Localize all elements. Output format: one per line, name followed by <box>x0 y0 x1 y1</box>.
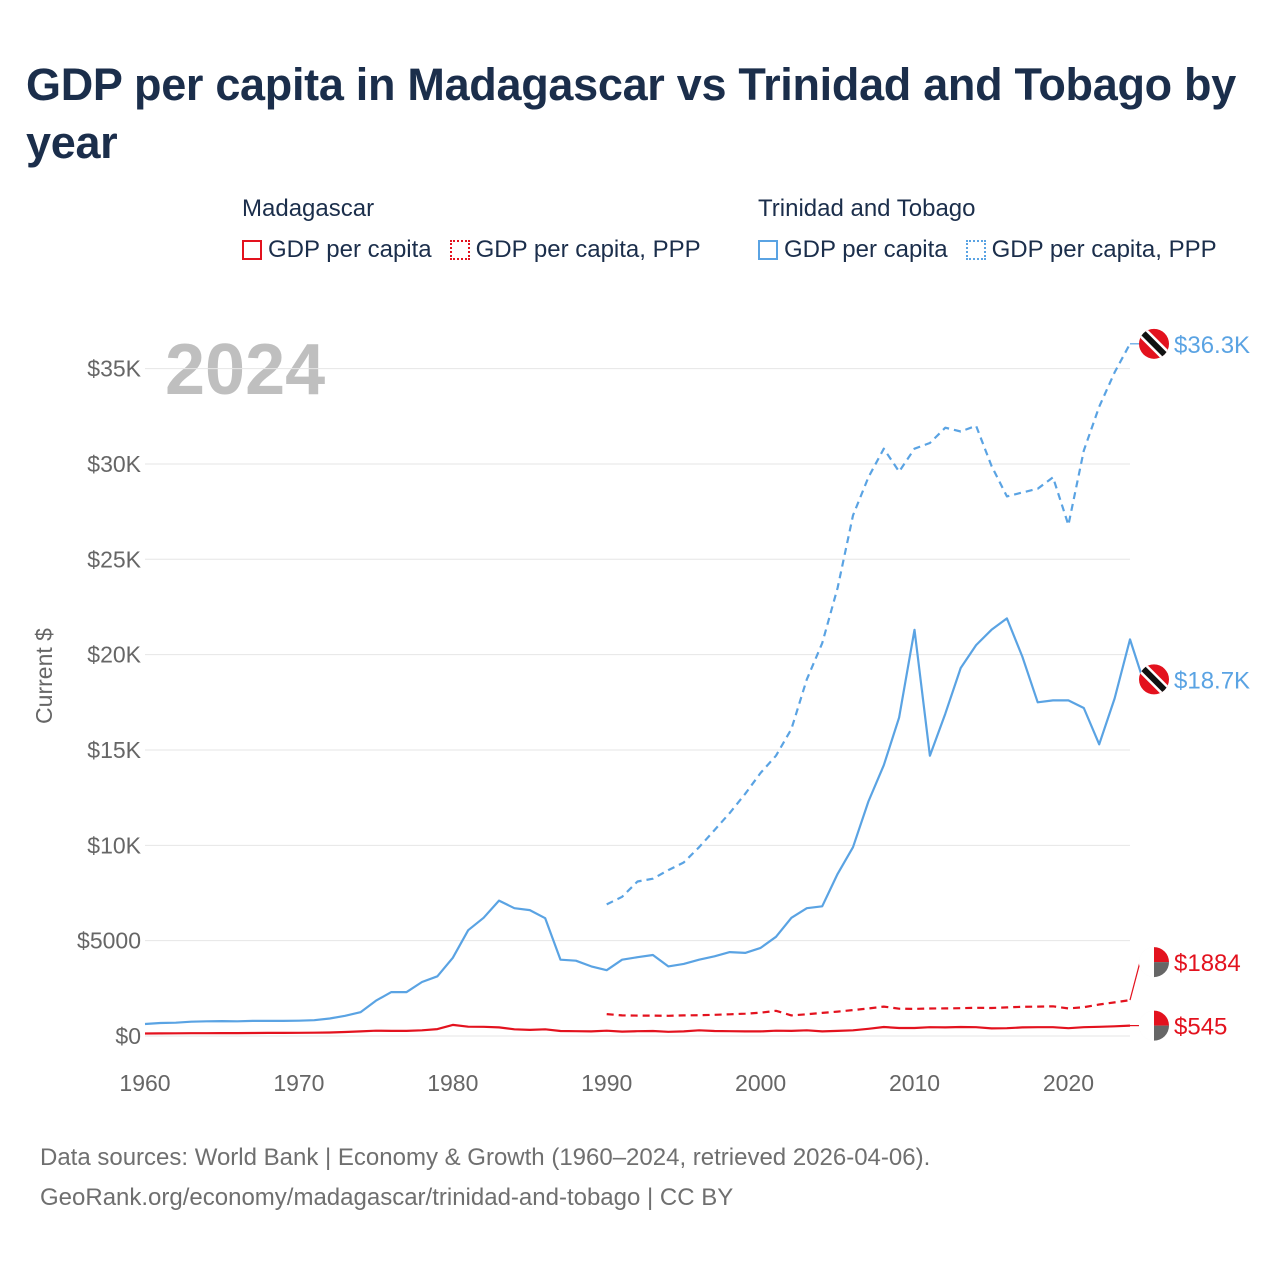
sources-url[interactable]: GeoRank.org/economy/madagascar/trinidad-… <box>40 1184 734 1211</box>
series-line <box>606 343 1131 906</box>
series-line <box>144 1023 1131 1035</box>
trinidad-flag-icon <box>1139 664 1169 695</box>
y-tick-label: $15K <box>87 737 141 763</box>
legend-item-trinidad-gdp[interactable]: GDP per capita <box>758 236 948 264</box>
series-line <box>606 999 1131 1017</box>
madagascar-flag-icon <box>1139 1010 1169 1041</box>
series-end-label: $1884 <box>1174 950 1241 977</box>
end-connector <box>1129 961 1141 1001</box>
series-end-label: $36.3K <box>1174 332 1250 359</box>
sources-line-1: Data sources: World Bank | Economy & Gro… <box>40 1144 931 1171</box>
x-tick-label: 1960 <box>119 1070 170 1096</box>
y-tick-label: $20K <box>87 642 141 668</box>
legend-group-label: Trinidad and Tobago <box>758 195 976 222</box>
x-tick-label: 1980 <box>427 1070 478 1096</box>
y-tick-label: $30K <box>87 451 141 477</box>
x-tick-label: 2000 <box>735 1070 786 1096</box>
legend-swatch-solid <box>242 240 262 260</box>
legend-item-label: GDP per capita <box>268 236 432 263</box>
series-line <box>144 617 1162 1026</box>
legend-item-madagascar-gdp[interactable]: GDP per capita <box>242 236 432 264</box>
legend-group-madagascar: Madagascar GDP per capita GDP per capita… <box>242 194 701 264</box>
trinidad-flag-icon <box>1139 328 1169 359</box>
legend-item-madagascar-gdp-ppp[interactable]: GDP per capita, PPP <box>449 236 701 264</box>
chart-title: GDP per capita in Madagascar vs Trinidad… <box>26 59 1236 168</box>
y-tick-label: $0 <box>115 1023 141 1049</box>
legend-swatch-dotted <box>449 240 470 260</box>
series-end-label: $545 <box>1174 1014 1227 1041</box>
legend-item-label: GDP per capita <box>784 236 948 263</box>
y-tick-label: $5000 <box>77 928 141 954</box>
series-end-label: $18.7K <box>1174 667 1250 694</box>
x-tick-label: 1990 <box>581 1070 632 1096</box>
year-watermark: 2024 <box>165 330 325 410</box>
legend-item-trinidad-gdp-ppp[interactable]: GDP per capita, PPP <box>965 236 1217 264</box>
x-tick-label: 2010 <box>889 1070 940 1096</box>
legend-item-label: GDP per capita, PPP <box>991 236 1217 263</box>
legend-swatch-solid <box>758 240 778 260</box>
legend-item-label: GDP per capita, PPP <box>475 236 701 263</box>
x-tick-label: 2020 <box>1043 1070 1094 1096</box>
data-sources: Data sources: World Bank | Economy & Gro… <box>40 1138 1240 1218</box>
y-tick-label: $35K <box>87 356 141 382</box>
y-axis-label: Current $ <box>31 628 57 724</box>
legend-group-trinidad: Trinidad and Tobago GDP per capita GDP p… <box>758 194 1217 264</box>
madagascar-flag-icon <box>1139 947 1169 978</box>
x-tick-label: 1970 <box>273 1070 324 1096</box>
y-tick-label: $25K <box>87 546 141 572</box>
legend-swatch-dotted <box>965 240 986 260</box>
legend-group-label: Madagascar <box>242 195 375 222</box>
y-tick-label: $10K <box>87 832 141 858</box>
